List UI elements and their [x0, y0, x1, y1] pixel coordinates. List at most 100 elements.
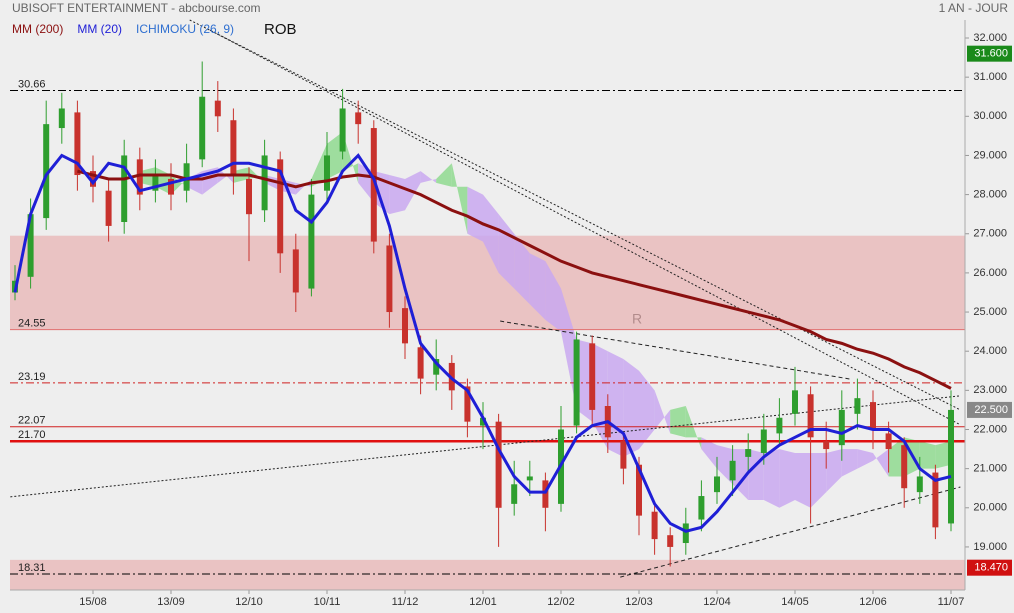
price-tag	[967, 559, 1012, 576]
ichimoku-cloud	[561, 288, 577, 410]
candle-body	[480, 417, 486, 426]
y-tick-label: 20.000	[973, 502, 1007, 514]
level-label: 21.70	[18, 429, 46, 441]
candle-body	[870, 402, 876, 430]
legend-entry: ICHIMOKU (26, 9)	[136, 22, 234, 36]
x-tick-label: 11/12	[392, 596, 419, 608]
price-tag-label: 18.470	[974, 562, 1008, 574]
ichimoku-cloud	[436, 163, 452, 187]
chart-title: UBISOFT ENTERTAINMENT - abcbourse.com	[12, 1, 261, 15]
candle-body	[402, 308, 408, 344]
ichimoku-cloud	[888, 437, 905, 477]
legend-entry: MM (20)	[77, 22, 122, 36]
candle-body	[916, 476, 923, 493]
candle-body	[121, 155, 128, 223]
candle-body	[776, 417, 783, 434]
candle-body	[729, 460, 736, 481]
x-tick-label: 14/05	[781, 596, 809, 608]
level-label: 24.55	[18, 318, 46, 330]
zone	[10, 559, 965, 590]
x-tick-label: 13/09	[157, 596, 185, 608]
candle-body	[714, 476, 720, 493]
price-tag	[967, 401, 1012, 418]
x-tick-label: 15/08	[79, 596, 107, 608]
candle-body	[573, 339, 580, 426]
ichimoku-cloud	[576, 339, 593, 422]
x-tick-label: 12/06	[859, 596, 887, 608]
candle-body	[43, 124, 50, 219]
ichimoku-cloud	[795, 452, 811, 508]
candle-body	[277, 159, 284, 254]
candle-body	[74, 112, 81, 176]
ichimoku-cloud	[873, 449, 889, 477]
candle-body	[760, 429, 767, 453]
candle-body	[495, 421, 502, 508]
candle-body	[105, 190, 112, 226]
y-tick-label: 21.000	[973, 463, 1007, 475]
trend-line	[500, 320, 850, 380]
y-tick-label: 30.000	[973, 110, 1007, 122]
period: 1 AN - JOUR	[939, 1, 1009, 15]
price-tag-label: 22.500	[974, 404, 1008, 416]
annotation: ROB	[264, 21, 297, 38]
candle-body	[620, 441, 627, 469]
ichimoku-cloud	[467, 186, 483, 242]
y-tick-label: 26.000	[973, 267, 1007, 279]
ichimoku-cloud	[342, 131, 359, 183]
level-label: 18.31	[18, 562, 46, 574]
y-tick-label: 29.000	[973, 149, 1007, 161]
candle-body	[324, 155, 330, 191]
trend-line	[209, 29, 961, 426]
candle-body	[292, 249, 299, 293]
ichimoku-cloud	[420, 171, 437, 183]
candle-body	[854, 398, 861, 414]
ichimoku-cloud	[717, 445, 733, 485]
candle-body	[230, 120, 237, 176]
candle-body	[526, 476, 533, 481]
ichimoku-cloud	[514, 233, 530, 305]
candle-body	[417, 347, 424, 379]
candle-body	[168, 178, 174, 195]
ichimoku-cloud	[311, 143, 327, 187]
candle-body	[136, 159, 143, 195]
y-tick-label: 25.000	[973, 306, 1007, 318]
candle-body	[807, 394, 814, 438]
price-tag	[967, 45, 1012, 62]
x-tick-label: 12/02	[547, 596, 575, 608]
x-tick-label: 12/04	[703, 596, 731, 608]
ichimoku-cloud	[685, 406, 702, 450]
candle-body	[464, 386, 471, 422]
candle-body	[511, 484, 518, 504]
ichimoku-cloud	[857, 449, 873, 469]
candle-body	[386, 245, 393, 313]
candle-body	[885, 433, 892, 450]
candle-body	[183, 163, 190, 191]
ichimoku-cloud	[623, 359, 639, 457]
ichimoku-cloud	[483, 194, 499, 273]
candle-body	[152, 175, 159, 191]
candle-body	[745, 449, 752, 457]
zone	[10, 235, 965, 330]
ichimoku-cloud	[826, 449, 842, 493]
legend-entry: MM (200)	[12, 22, 63, 36]
x-tick-label: 12/10	[235, 596, 263, 608]
ichimoku-cloud	[171, 175, 187, 195]
candle-body	[261, 155, 268, 211]
x-tick-label: 11/07	[938, 596, 965, 608]
ichimoku-cloud	[654, 390, 671, 434]
y-tick-label: 23.000	[973, 384, 1007, 396]
candle-body	[433, 359, 440, 375]
candle-body	[823, 441, 830, 450]
ichimoku-cloud	[529, 253, 546, 320]
ichimoku-cloud	[919, 441, 936, 469]
trend-line	[620, 486, 961, 578]
x-tick-label: 10/11	[314, 596, 341, 608]
ichimoku-cloud	[810, 452, 827, 508]
level-label: 22.07	[18, 415, 46, 427]
candle-body	[90, 171, 96, 187]
candle-body	[308, 194, 315, 289]
ichimoku-cloud	[701, 437, 717, 469]
candle-body	[214, 100, 221, 117]
